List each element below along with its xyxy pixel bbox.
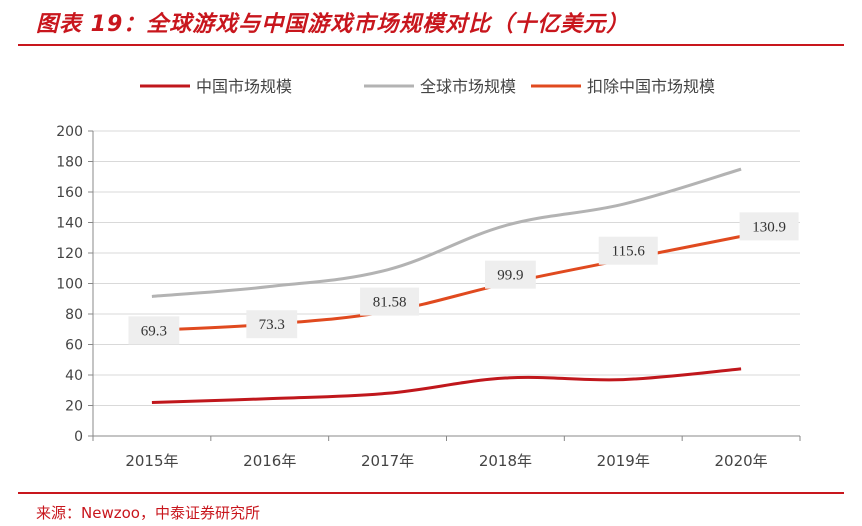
data-label: 130.9 bbox=[752, 219, 786, 235]
title-divider bbox=[18, 44, 844, 46]
y-tick-label: 40 bbox=[65, 368, 83, 384]
series-line-0 bbox=[151, 367, 742, 404]
x-tick-label: 2017年 bbox=[361, 452, 414, 470]
x-tick-label: 2019年 bbox=[597, 452, 650, 470]
y-tick-label: 100 bbox=[56, 277, 83, 293]
data-label: 81.58 bbox=[373, 295, 407, 311]
data-label-box bbox=[485, 260, 536, 289]
data-label: 115.6 bbox=[612, 244, 646, 260]
y-tick-label: 60 bbox=[65, 338, 83, 354]
x-tick-label: 2018年 bbox=[479, 452, 532, 470]
y-tick-label: 160 bbox=[56, 185, 83, 201]
data-label: 69.3 bbox=[141, 323, 167, 339]
x-tick-label: 2015年 bbox=[125, 452, 178, 470]
legend-label: 中国市场规模 bbox=[196, 77, 292, 96]
data-label-box bbox=[360, 287, 420, 316]
data-label: 99.9 bbox=[497, 268, 523, 284]
data-label-box bbox=[739, 212, 799, 241]
legend-label: 全球市场规模 bbox=[420, 77, 516, 96]
y-tick-label: 20 bbox=[65, 399, 83, 415]
y-tick-label: 180 bbox=[56, 155, 83, 171]
data-label-box bbox=[598, 236, 658, 265]
data-label-box bbox=[246, 310, 298, 339]
series-line-1 bbox=[151, 167, 742, 298]
legend-label: 扣除中国市场规模 bbox=[587, 77, 715, 96]
source-note: 来源：Newzoo，中泰证券研究所 bbox=[36, 504, 260, 522]
y-tick-label: 80 bbox=[65, 307, 83, 323]
y-tick-label: 120 bbox=[56, 246, 83, 262]
x-tick-label: 2016年 bbox=[243, 452, 296, 470]
y-tick-label: 0 bbox=[74, 429, 83, 445]
chart-title: 图表 19：全球游戏与中国游戏市场规模对比（十亿美元） bbox=[36, 12, 630, 37]
y-tick-label: 200 bbox=[56, 124, 83, 140]
data-label-box bbox=[128, 316, 180, 345]
footer-divider bbox=[18, 492, 844, 494]
data-label: 73.3 bbox=[259, 317, 285, 333]
y-tick-label: 140 bbox=[56, 216, 83, 232]
x-tick-label: 2020年 bbox=[714, 452, 767, 470]
title-bar: 图表 19：全球游戏与中国游戏市场规模对比（十亿美元） bbox=[0, 0, 862, 46]
